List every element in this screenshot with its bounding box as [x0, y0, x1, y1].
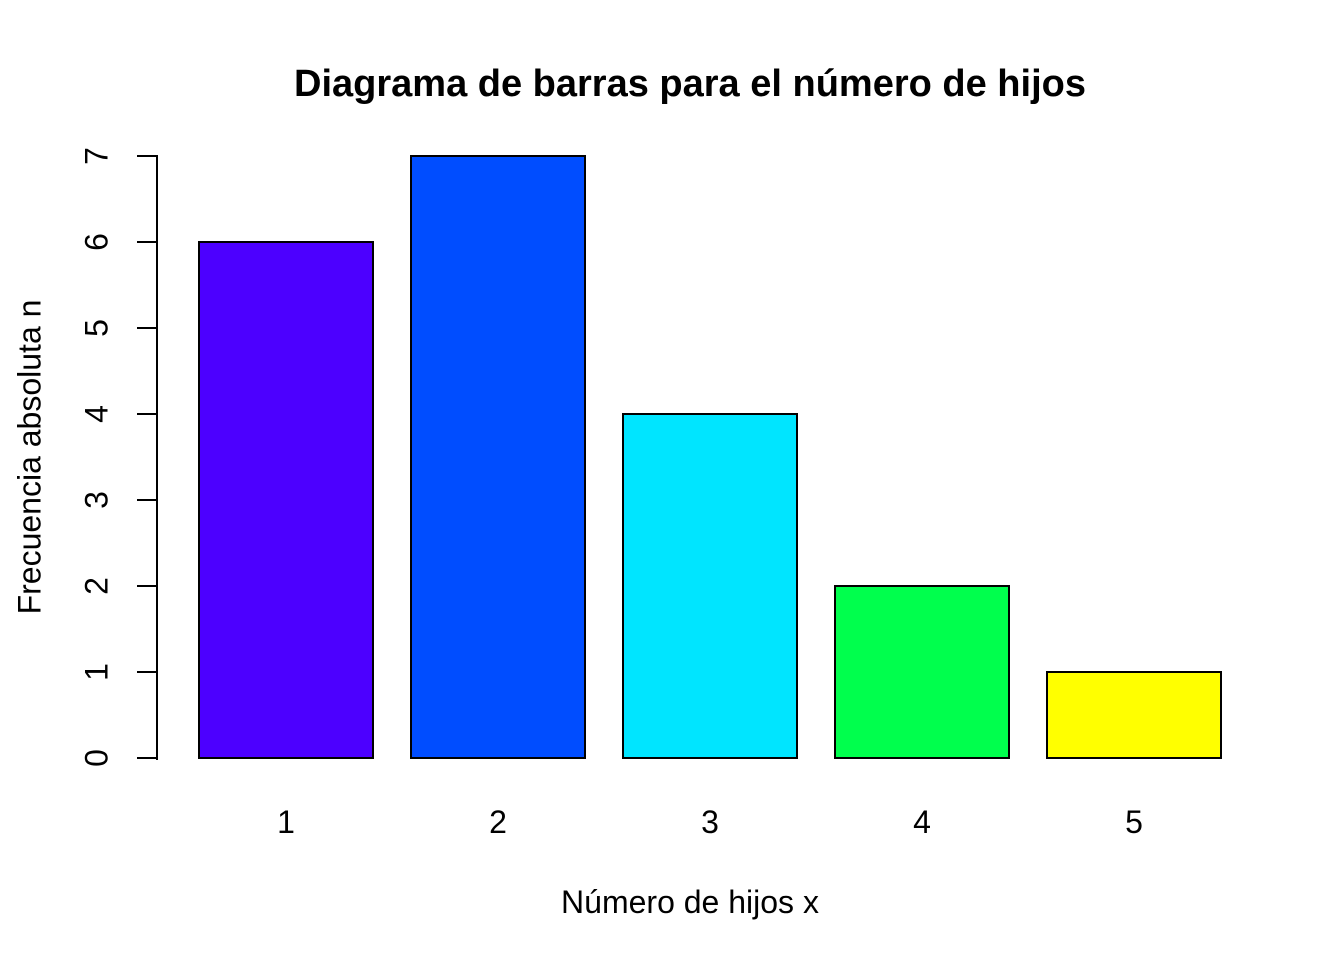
y-axis-tick: [137, 585, 157, 587]
bar: [1046, 671, 1222, 759]
bar: [198, 241, 374, 759]
x-axis-tick-label: 1: [277, 804, 295, 840]
y-axis-line: [156, 155, 158, 760]
y-axis-tick-label: 4: [78, 405, 115, 423]
y-axis-tick-label: 5: [78, 319, 115, 337]
y-axis-tick: [137, 327, 157, 329]
y-axis-tick-label: 6: [78, 233, 115, 251]
y-axis-tick: [137, 499, 157, 501]
x-axis-tick-label: 2: [489, 804, 507, 840]
y-axis-tick: [137, 241, 157, 243]
y-axis-tick: [137, 671, 157, 673]
x-axis-tick-label: 5: [1125, 804, 1143, 840]
y-axis-tick: [137, 413, 157, 415]
bar: [622, 413, 798, 759]
y-axis-tick-label: 1: [78, 663, 115, 681]
y-axis-tick: [137, 757, 157, 759]
y-axis-tick: [137, 155, 157, 157]
chart-title: Diagrama de barras para el número de hij…: [294, 63, 1086, 105]
bar: [410, 155, 586, 759]
y-axis-tick-label: 3: [78, 491, 115, 509]
y-axis-tick-label: 2: [78, 577, 115, 595]
x-axis-tick-label: 4: [913, 804, 931, 840]
y-axis-tick-label: 7: [78, 147, 115, 165]
bar: [834, 585, 1010, 759]
x-axis-tick-label: 3: [701, 804, 719, 840]
y-axis-tick-label: 0: [78, 749, 115, 767]
x-axis-title: Número de hijos x: [561, 884, 819, 920]
